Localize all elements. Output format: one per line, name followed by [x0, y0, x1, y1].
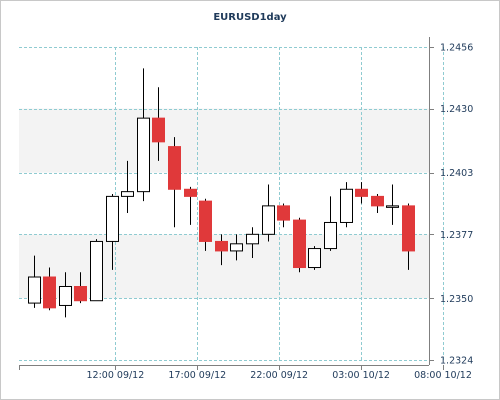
candle-body — [199, 200, 212, 242]
candle-down — [184, 186, 197, 225]
y-tick-label: 1.2324 — [440, 356, 473, 367]
candle-body — [90, 240, 103, 302]
candle-body — [59, 285, 72, 306]
candle-body — [340, 188, 353, 223]
candle-down — [355, 182, 368, 204]
y-tick-label: 1.2430 — [440, 104, 473, 115]
candle-down — [74, 272, 87, 304]
candle-up — [262, 184, 275, 242]
candle-down — [43, 267, 56, 311]
candle-up — [246, 227, 259, 259]
candle-up — [59, 272, 72, 318]
candle-body — [168, 146, 181, 190]
candle-body — [106, 195, 119, 242]
x-tick-label: 12:00 09/12 — [87, 370, 145, 381]
candle-body — [293, 219, 306, 269]
y-tick-label: 1.2403 — [440, 168, 473, 179]
candle-down — [199, 198, 212, 251]
candle-down — [215, 234, 228, 266]
y-tick-label: 1.2350 — [440, 294, 473, 305]
plot-band — [19, 108, 429, 173]
x-tick-label: 17:00 09/12 — [168, 370, 226, 381]
candle-up — [230, 234, 243, 261]
candle-body — [386, 205, 399, 208]
x-tick-labels: 12:00 09/12 17:00 09/12 22:00 09/12 03:00 1… — [87, 370, 472, 381]
candles — [28, 68, 415, 318]
x-tick-label: 08:00 10/12 — [414, 370, 472, 381]
candle-body — [371, 195, 384, 207]
candle-body — [262, 205, 275, 235]
candle-up — [90, 239, 103, 302]
candle-body — [277, 205, 290, 221]
candle-down — [371, 194, 384, 213]
candle-body — [121, 191, 134, 197]
candle-body — [152, 117, 165, 143]
candle-up — [28, 255, 41, 308]
candle-body — [230, 243, 243, 252]
axes — [19, 37, 444, 370]
candle-down — [168, 137, 181, 228]
candle-up — [308, 246, 321, 270]
candle-body — [308, 248, 321, 269]
chart-title: EURUSD1day — [213, 12, 287, 23]
y-tick-label: 1.2456 — [440, 43, 473, 54]
y-tick-label: 1.2377 — [440, 230, 473, 241]
candle-down — [152, 87, 165, 161]
candle-up — [121, 160, 134, 213]
candle-up — [324, 196, 337, 251]
gridlines — [19, 47, 444, 361]
candle-down — [277, 203, 290, 228]
candle-body — [355, 188, 368, 197]
candle-up — [106, 194, 119, 270]
candle-up — [386, 184, 399, 225]
x-tick-label: 22:00 09/12 — [250, 370, 308, 381]
candle-body — [43, 276, 56, 309]
candle-body — [215, 240, 228, 252]
candle-body — [184, 188, 197, 197]
candle-body — [28, 276, 41, 304]
candle-body — [324, 221, 337, 250]
y-tick-labels: 1.2324 1.2350 1.2377 1.2403 1.2430 1.2456 — [440, 43, 473, 367]
candle-up — [340, 182, 353, 228]
candle-body — [402, 205, 415, 252]
plot-bands — [19, 108, 429, 299]
candle-body — [74, 285, 87, 302]
candle-body — [246, 233, 259, 245]
candle-down — [293, 217, 306, 273]
x-tick-label: 03:00 10/12 — [332, 370, 390, 381]
candle-down — [402, 203, 415, 270]
candle-up — [137, 68, 150, 202]
candle-body — [137, 117, 150, 193]
